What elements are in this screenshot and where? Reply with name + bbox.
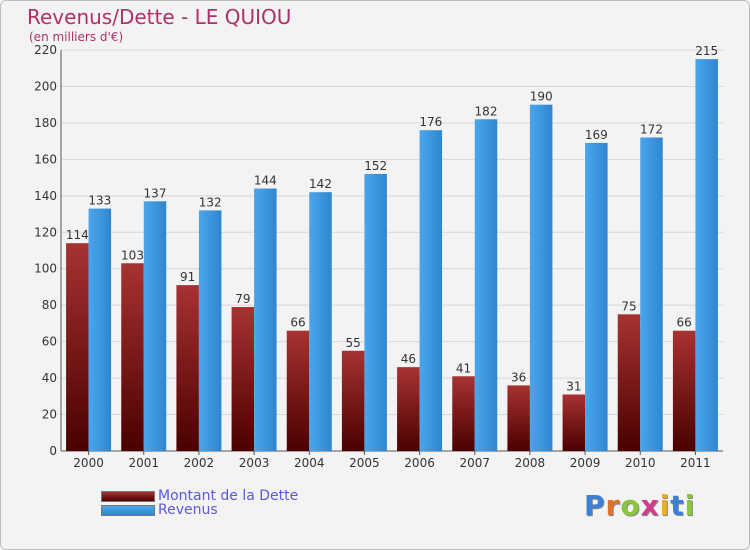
y-tick-label: 0: [49, 444, 57, 458]
data-label: 31: [566, 379, 581, 393]
data-label: 66: [677, 316, 692, 330]
x-tick-label: 2000: [73, 456, 104, 470]
data-label: 169: [585, 128, 608, 142]
proxiti-logo: Proxiti: [584, 489, 696, 522]
bar-dette-2007: [452, 376, 475, 451]
bar-dette-2005: [341, 350, 365, 451]
bar-dette-2000: [66, 243, 89, 451]
x-tick-label: 2010: [625, 456, 656, 470]
data-label: 91: [180, 270, 195, 284]
y-tick-label: 160: [34, 152, 57, 166]
plot-area: [61, 50, 723, 451]
legend-label-revenus: Revenus: [158, 502, 218, 518]
y-tick-label: 180: [34, 116, 57, 130]
bar-revenus-2009: [585, 142, 608, 451]
x-tick-label: 2009: [570, 456, 601, 470]
data-label: 152: [364, 159, 387, 173]
x-tick-label: 2007: [459, 456, 490, 470]
data-label: 190: [530, 90, 553, 104]
bar-revenus-2002: [198, 210, 222, 451]
data-label: 66: [290, 316, 305, 330]
x-tick-label: 2005: [349, 456, 380, 470]
data-label: 79: [235, 292, 250, 306]
x-tick-label: 2003: [239, 456, 270, 470]
data-label: 172: [640, 122, 663, 136]
bar-revenus-2005: [364, 173, 387, 452]
bar-revenus-2003: [254, 188, 277, 451]
data-label: 75: [621, 299, 636, 313]
bar-revenus-2006: [419, 130, 443, 451]
chart-title: Revenus/Dette - LE QUIOU: [27, 5, 292, 29]
bar-revenus-2001: [143, 201, 167, 451]
legend-item-revenus: Revenus: [101, 502, 218, 518]
y-tick-label: 20: [42, 408, 57, 422]
chart-subtitle: (en milliers d'€): [29, 30, 124, 44]
data-label: 46: [401, 352, 416, 366]
bar-dette-2008: [507, 385, 530, 451]
data-label: 41: [456, 361, 471, 375]
bar-revenus-2011: [695, 59, 718, 451]
bar-revenus-2007: [474, 119, 498, 451]
y-tick-label: 120: [34, 225, 57, 239]
data-label: 103: [121, 248, 144, 262]
bar-dette-2002: [176, 285, 199, 451]
data-label: 176: [419, 115, 442, 129]
legend-item-debt: Montant de la Dette: [101, 488, 298, 504]
data-label: 36: [511, 370, 526, 384]
y-tick-label: 200: [34, 79, 57, 93]
bar-dette-2010: [617, 314, 641, 451]
x-tick-label: 2004: [294, 456, 325, 470]
data-label: 133: [88, 194, 111, 208]
legend-swatch-debt: [101, 490, 155, 502]
y-tick-label: 220: [34, 43, 57, 57]
y-tick-label: 140: [34, 189, 57, 203]
data-label: 142: [309, 177, 332, 191]
bar-dette-2003: [231, 307, 255, 451]
y-tick-label: 80: [42, 298, 57, 312]
x-tick-label: 2011: [680, 456, 711, 470]
bar-revenus-2010: [640, 137, 663, 451]
x-tick-label: 2008: [515, 456, 546, 470]
bar-revenus-2008: [529, 104, 553, 451]
x-tick-label: 2001: [128, 456, 159, 470]
bar-revenus-2004: [309, 192, 332, 451]
data-label: 114: [66, 228, 89, 242]
legend-swatch-revenus: [101, 504, 155, 516]
data-label: 182: [475, 104, 498, 118]
data-label: 137: [144, 186, 167, 200]
y-tick-label: 40: [42, 371, 57, 385]
data-label: 215: [695, 44, 718, 58]
data-label: 55: [346, 336, 361, 350]
bar-dette-2009: [562, 394, 586, 451]
bar-revenus-2000: [88, 208, 112, 451]
data-label: 144: [254, 174, 277, 188]
bar-dette-2001: [121, 263, 144, 451]
data-label: 132: [199, 195, 222, 209]
y-tick-label: 60: [42, 335, 57, 349]
bar-dette-2004: [286, 330, 310, 451]
x-tick-label: 2002: [184, 456, 215, 470]
x-tick-label: 2006: [404, 456, 435, 470]
bar-dette-2011: [672, 330, 696, 451]
y-tick-label: 100: [34, 262, 57, 276]
bar-dette-2006: [397, 367, 420, 451]
legend-label-debt: Montant de la Dette: [158, 488, 299, 504]
